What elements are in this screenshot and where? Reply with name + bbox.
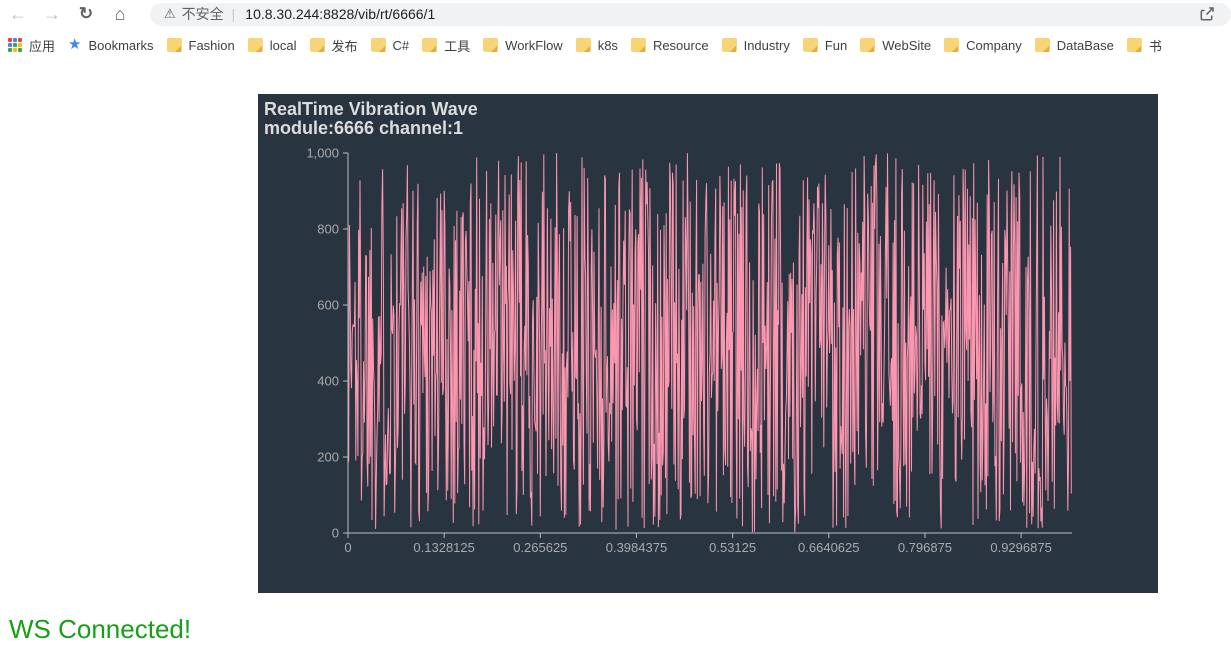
svg-text:0.6640625: 0.6640625 <box>798 540 859 555</box>
svg-text:800: 800 <box>317 222 339 237</box>
url-text[interactable]: 10.8.30.244:8828/vib/rt/6666/1 <box>245 6 436 22</box>
bookmark-item-local[interactable]: local <box>247 37 297 53</box>
bookmark-label: Fashion <box>188 37 235 53</box>
svg-text:0: 0 <box>332 526 339 541</box>
bookmark-label: Bookmarks <box>88 37 154 53</box>
svg-text:0.9296875: 0.9296875 <box>990 540 1051 555</box>
vibration-waveform-chart: 0 0.1328125 0.265625 0.3984375 0.53125 0.6640… <box>306 146 1072 555</box>
chart-title-block: RealTime Vibration Wave module:6666 chan… <box>264 100 478 138</box>
apps-menu[interactable]: 应用 <box>8 36 55 55</box>
bookmark-item-database[interactable]: DataBase <box>1034 37 1114 53</box>
bookmark-item-industry[interactable]: Industry <box>721 37 790 53</box>
address-divider: | <box>231 6 236 22</box>
folder-icon <box>575 38 591 52</box>
ws-status: WS Connected! <box>9 614 192 644</box>
reload-icon[interactable]: ↻ <box>78 4 94 23</box>
vibration-chart-panel: 0 0.1328125 0.265625 0.3984375 0.53125 0.6640… <box>258 94 1158 593</box>
bookmark-label: WebSite <box>882 37 932 53</box>
svg-text:0.1328125: 0.1328125 <box>413 540 474 555</box>
folder-icon <box>483 38 499 52</box>
bookmarks-bar: 应用 ★ Bookmarks Fashion local 发布 C# 工具 WorkFlow k… <box>0 28 1231 62</box>
bookmark-item-workflow[interactable]: WorkFlow <box>483 38 563 53</box>
bookmark-label: k8s <box>597 37 618 53</box>
bookmark-item-k8s[interactable]: k8s <box>575 37 618 53</box>
back-icon[interactable]: ← <box>9 4 27 24</box>
bookmark-item-cjk[interactable]: 工具 <box>422 36 470 55</box>
folder-icon <box>166 38 182 52</box>
svg-text:200: 200 <box>317 450 339 465</box>
svg-text:0: 0 <box>344 540 351 555</box>
svg-text:600: 600 <box>317 298 339 313</box>
chart-subtitle: module:6666 channel:1 <box>264 118 464 138</box>
folder-icon <box>721 38 737 52</box>
bookmark-item-c[interactable]: C# <box>370 37 410 53</box>
home-icon[interactable]: ⌂ <box>114 4 126 24</box>
bookmark-label: WorkFlow <box>505 37 563 53</box>
bookmark-item-bookmarks[interactable]: ★ Bookmarks <box>68 36 154 53</box>
bookmark-item-website[interactable]: WebSite <box>860 38 931 53</box>
bookmark-item-fashion[interactable]: Fashion <box>166 37 235 53</box>
svg-text:400: 400 <box>317 374 339 389</box>
folder-icon <box>247 38 263 52</box>
svg-text:0.265625: 0.265625 <box>513 540 567 555</box>
bookmark-label: C# <box>392 37 410 53</box>
bookmark-label: DataBase <box>1056 37 1114 53</box>
address-bar[interactable]: ⚠ 不安全 | 10.8.30.244:8828/vib/rt/6666/1 <box>150 2 1231 26</box>
bookmark-label: Fun <box>824 37 848 53</box>
folder-icon <box>370 38 386 52</box>
bookmark-label: 书 <box>1148 38 1162 54</box>
svg-text:1,000: 1,000 <box>306 146 339 161</box>
folder-icon <box>802 38 818 52</box>
folder-icon <box>422 38 438 52</box>
bookmark-label: 发布 <box>331 38 358 54</box>
svg-text:0.53125: 0.53125 <box>709 540 756 555</box>
chart-title: RealTime Vibration Wave <box>264 99 478 119</box>
apps-label: 应用 <box>29 38 56 54</box>
bookmark-item-cjk[interactable]: 发布 <box>309 36 358 55</box>
bookmark-label: Company <box>966 37 1022 53</box>
forward-icon[interactable]: → <box>43 4 61 24</box>
bookmark-label: local <box>269 37 297 53</box>
folder-icon <box>630 38 646 52</box>
folder-icon <box>860 38 876 52</box>
bookmark-item-fun[interactable]: Fun <box>802 37 848 53</box>
folder-icon <box>1034 38 1050 52</box>
bookmark-item-company[interactable]: Company <box>944 38 1022 53</box>
bookmark-label: 工具 <box>444 38 471 54</box>
svg-text:0.796875: 0.796875 <box>898 540 952 555</box>
folder-icon <box>944 38 960 52</box>
folder-icon <box>1126 38 1142 52</box>
share-icon[interactable] <box>1197 4 1217 24</box>
bookmark-label: Resource <box>652 37 709 53</box>
security-warning-icon[interactable]: ⚠ <box>164 6 176 21</box>
browser-toolbar: ← → ↻ ⌂ ⚠ 不安全 | 10.8.30.244:8828/vib/rt/… <box>0 0 1231 28</box>
bookmark-item-resource[interactable]: Resource <box>630 37 709 53</box>
bookmark-label: Industry <box>743 37 790 53</box>
folder-icon <box>309 38 325 52</box>
svg-text:0.3984375: 0.3984375 <box>606 540 667 555</box>
bookmark-item-cjk[interactable]: 书 <box>1126 36 1162 55</box>
security-warning-label[interactable]: 不安全 <box>181 6 224 22</box>
apps-grid-icon <box>8 38 22 52</box>
star-icon: ★ <box>68 36 82 53</box>
